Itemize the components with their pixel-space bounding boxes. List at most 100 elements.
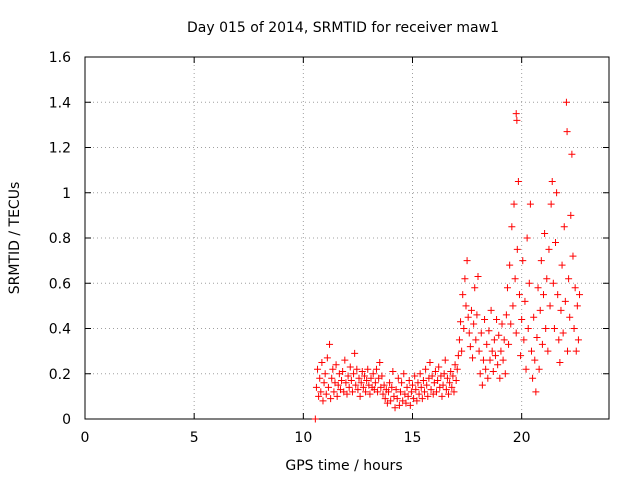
data-point (459, 291, 467, 299)
data-point (517, 352, 525, 360)
data-point (476, 370, 484, 378)
data-point (501, 370, 509, 378)
data-point (558, 261, 566, 269)
data-point (537, 257, 545, 265)
data-point (571, 284, 579, 292)
x-tick-label: 0 (81, 430, 90, 446)
data-point (525, 279, 533, 287)
data-point (510, 200, 518, 208)
data-point (412, 386, 420, 394)
data-point (380, 381, 388, 389)
x-tick-label: 10 (294, 430, 312, 446)
y-tick-labels: 0 0.2 0.4 0.6 0.8 1 1.2 1.4 1.6 (49, 50, 71, 428)
data-point (566, 313, 574, 321)
data-point (350, 370, 358, 378)
data-point (478, 381, 486, 389)
x-tick-labels: 0 5 10 15 20 (81, 430, 531, 446)
data-point (404, 392, 412, 400)
data-point (462, 302, 470, 310)
x-tick-label: 20 (513, 430, 531, 446)
data-point (538, 340, 546, 348)
data-point (332, 361, 340, 369)
data-point (345, 383, 353, 391)
data-point (440, 370, 448, 378)
data-point (458, 347, 466, 355)
data-point (508, 223, 516, 231)
data-point (483, 340, 491, 348)
data-point (568, 150, 576, 158)
data-point (553, 189, 561, 197)
data-point (565, 275, 573, 283)
y-tick-label: 0.8 (49, 231, 71, 247)
data-point (463, 257, 471, 265)
data-point (547, 200, 555, 208)
data-point (315, 392, 323, 400)
data-point (363, 377, 371, 385)
data-point (402, 399, 410, 407)
data-point (469, 354, 477, 362)
data-point (479, 356, 487, 364)
data-point (341, 356, 349, 364)
data-point (371, 379, 379, 387)
data-point (415, 390, 423, 398)
data-point (392, 386, 400, 394)
data-point (338, 377, 346, 385)
data-point (512, 110, 520, 118)
data-point (555, 336, 563, 344)
data-point (330, 388, 338, 396)
data-point (374, 388, 382, 396)
x-tick-label: 5 (190, 430, 199, 446)
data-point (406, 401, 414, 409)
data-point (441, 356, 449, 364)
data-point (442, 386, 450, 394)
data-point (549, 279, 557, 287)
data-point (455, 336, 463, 344)
data-point (384, 388, 392, 396)
data-point (544, 347, 552, 355)
data-point (435, 363, 443, 371)
y-tick-label: 1.4 (49, 95, 71, 111)
data-point (542, 325, 550, 332)
data-point (520, 336, 528, 344)
data-point (329, 365, 337, 373)
data-point (511, 275, 519, 283)
data-point (386, 379, 394, 387)
data-point (323, 354, 331, 362)
data-point (369, 370, 377, 378)
data-point (354, 386, 362, 394)
data-point (320, 379, 328, 387)
data-point (486, 356, 494, 364)
data-point (557, 306, 565, 314)
data-point (427, 386, 435, 394)
data-point (545, 245, 553, 253)
data-point (515, 291, 523, 299)
data-point (428, 372, 436, 380)
data-point (339, 367, 347, 375)
data-point (322, 390, 330, 398)
data-point (569, 252, 577, 260)
data-point (460, 325, 468, 332)
plot-frame (84, 56, 610, 420)
data-point (467, 306, 475, 314)
data-point (481, 315, 489, 323)
data-point (328, 374, 336, 382)
data-point (362, 388, 370, 396)
data-point (576, 291, 584, 299)
data-point (498, 320, 506, 328)
data-point (561, 297, 569, 305)
data-point (439, 381, 447, 389)
data-point (485, 327, 493, 335)
data-point (530, 313, 538, 321)
data-point (388, 383, 396, 391)
data-point (411, 372, 419, 380)
data-point (448, 383, 456, 391)
data-point (421, 388, 429, 396)
data-point (414, 379, 422, 387)
data-point (379, 390, 387, 398)
data-point (403, 383, 411, 391)
data-point (503, 284, 511, 292)
data-point (450, 388, 458, 396)
data-point (407, 388, 415, 396)
data-point (562, 98, 570, 106)
data-point (357, 379, 365, 387)
